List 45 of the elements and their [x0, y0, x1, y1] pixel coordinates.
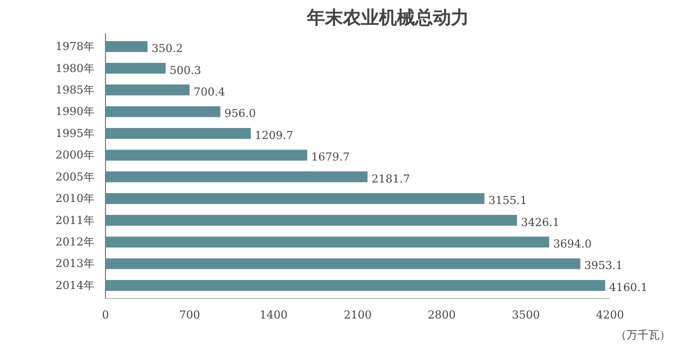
y-tick-label: 2014年 — [56, 278, 95, 292]
x-tick-label: 2800 — [428, 308, 456, 322]
bar — [106, 84, 190, 96]
y-tick-label: 1980年 — [56, 62, 95, 75]
bar — [106, 128, 251, 139]
y-tick-label: 2011年 — [56, 214, 95, 227]
bar — [106, 171, 368, 182]
y-tick-label: 2013年 — [56, 257, 95, 270]
bar — [106, 106, 220, 118]
y-tick-label: 1995年 — [56, 126, 95, 140]
x-tick-label: 700 — [179, 308, 200, 322]
data-label: 3953.1 — [584, 259, 623, 272]
data-label: 2181.7 — [372, 172, 410, 186]
data-label: 4160.1 — [609, 280, 648, 294]
data-label: 3426.1 — [521, 216, 560, 229]
x-axis-title: （万千瓦） — [616, 328, 670, 342]
bar — [106, 236, 550, 248]
data-label: 1679.7 — [311, 150, 350, 164]
bar — [106, 258, 580, 270]
data-label: 3155.1 — [488, 194, 527, 208]
data-label: 500.3 — [170, 64, 202, 77]
y-tick-label: 1990年 — [56, 105, 95, 118]
data-label: 3694.0 — [553, 238, 592, 251]
y-tick-label: 2005年 — [56, 170, 95, 184]
x-tick-label: 3500 — [512, 308, 540, 322]
x-tick-label: 0 — [102, 308, 109, 322]
data-label: 1209.7 — [254, 128, 294, 142]
bar — [106, 193, 484, 204]
x-tick-label: 2100 — [344, 308, 372, 322]
x-tick-label: 1400 — [260, 308, 288, 322]
bar — [106, 280, 606, 291]
data-label: 956.0 — [224, 107, 256, 120]
chart-title: 年末农业机械总动力 — [306, 8, 469, 28]
bar — [106, 41, 148, 52]
bar — [106, 214, 518, 226]
y-tick-label: 2000年 — [56, 148, 95, 162]
bar — [106, 62, 166, 74]
y-tick-label: 2010年 — [56, 192, 95, 206]
data-label: 350.2 — [152, 42, 184, 56]
y-tick-label: 2012年 — [56, 236, 95, 249]
y-tick-label: 1985年 — [56, 83, 95, 96]
data-label: 700.4 — [194, 85, 226, 98]
bar — [106, 150, 308, 161]
y-tick-label: 1978年 — [56, 40, 95, 54]
x-tick-label: 4200 — [596, 308, 624, 322]
